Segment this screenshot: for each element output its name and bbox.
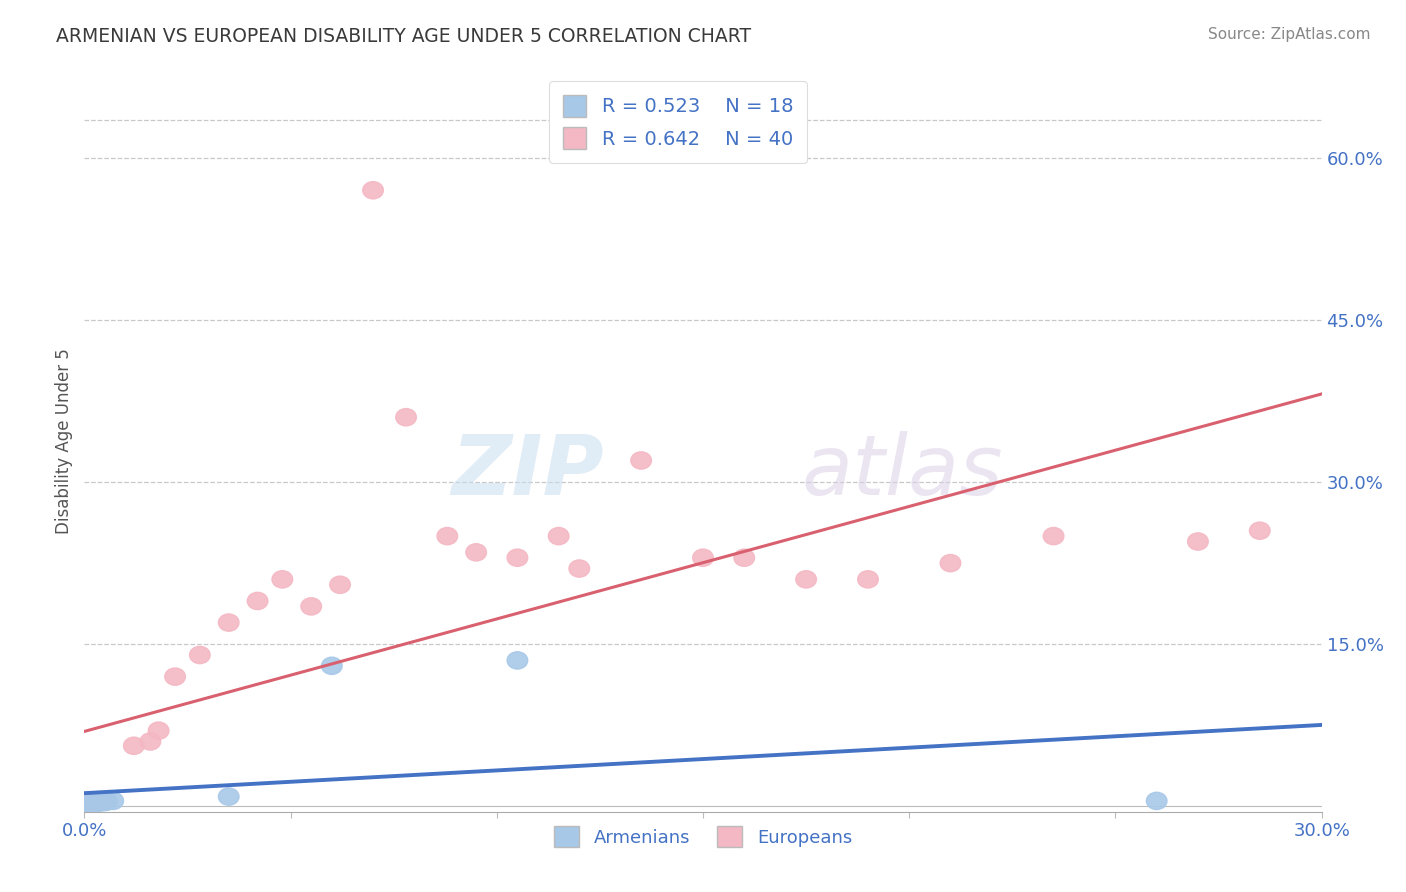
Ellipse shape <box>218 788 239 805</box>
Ellipse shape <box>86 794 107 811</box>
Ellipse shape <box>1146 792 1167 810</box>
Ellipse shape <box>89 794 110 811</box>
Ellipse shape <box>858 571 879 588</box>
Ellipse shape <box>1188 533 1208 550</box>
Ellipse shape <box>84 795 105 812</box>
Ellipse shape <box>631 452 651 469</box>
Ellipse shape <box>508 652 527 669</box>
Ellipse shape <box>363 182 384 199</box>
Ellipse shape <box>83 795 103 812</box>
Ellipse shape <box>247 592 269 609</box>
Ellipse shape <box>301 598 322 615</box>
Ellipse shape <box>165 668 186 685</box>
Ellipse shape <box>148 722 169 739</box>
Ellipse shape <box>89 793 110 811</box>
Ellipse shape <box>693 549 713 566</box>
Ellipse shape <box>94 793 115 811</box>
Ellipse shape <box>90 793 111 810</box>
Ellipse shape <box>80 796 101 813</box>
Ellipse shape <box>1043 527 1064 545</box>
Ellipse shape <box>190 647 209 664</box>
Ellipse shape <box>271 571 292 588</box>
Ellipse shape <box>124 737 145 755</box>
Ellipse shape <box>83 795 104 812</box>
Ellipse shape <box>395 409 416 425</box>
Text: Source: ZipAtlas.com: Source: ZipAtlas.com <box>1208 27 1371 42</box>
Ellipse shape <box>82 795 103 812</box>
Ellipse shape <box>83 794 104 812</box>
Ellipse shape <box>93 793 114 811</box>
Ellipse shape <box>1250 522 1270 540</box>
Ellipse shape <box>83 795 103 813</box>
Ellipse shape <box>734 549 755 566</box>
Ellipse shape <box>508 549 527 566</box>
Ellipse shape <box>569 560 589 577</box>
Ellipse shape <box>86 794 107 811</box>
Y-axis label: Disability Age Under 5: Disability Age Under 5 <box>55 349 73 534</box>
Ellipse shape <box>465 544 486 561</box>
Ellipse shape <box>86 793 107 811</box>
Ellipse shape <box>86 795 107 812</box>
Ellipse shape <box>90 793 111 811</box>
Ellipse shape <box>437 527 457 545</box>
Ellipse shape <box>548 527 569 545</box>
Ellipse shape <box>141 733 160 750</box>
Ellipse shape <box>796 571 817 588</box>
Ellipse shape <box>80 795 101 813</box>
Ellipse shape <box>82 795 103 813</box>
Legend: Armenians, Europeans: Armenians, Europeans <box>547 819 859 855</box>
Ellipse shape <box>79 796 98 813</box>
Ellipse shape <box>93 793 114 810</box>
Ellipse shape <box>103 792 124 810</box>
Ellipse shape <box>79 796 98 813</box>
Ellipse shape <box>84 794 105 811</box>
Ellipse shape <box>77 796 98 813</box>
Text: atlas: atlas <box>801 431 1004 512</box>
Ellipse shape <box>218 614 239 632</box>
Ellipse shape <box>97 793 117 810</box>
Ellipse shape <box>94 792 115 810</box>
Text: ZIP: ZIP <box>451 431 605 512</box>
Text: ARMENIAN VS EUROPEAN DISABILITY AGE UNDER 5 CORRELATION CHART: ARMENIAN VS EUROPEAN DISABILITY AGE UNDE… <box>56 27 751 45</box>
Ellipse shape <box>79 795 100 813</box>
Ellipse shape <box>941 555 960 572</box>
Ellipse shape <box>330 576 350 593</box>
Ellipse shape <box>322 657 342 674</box>
